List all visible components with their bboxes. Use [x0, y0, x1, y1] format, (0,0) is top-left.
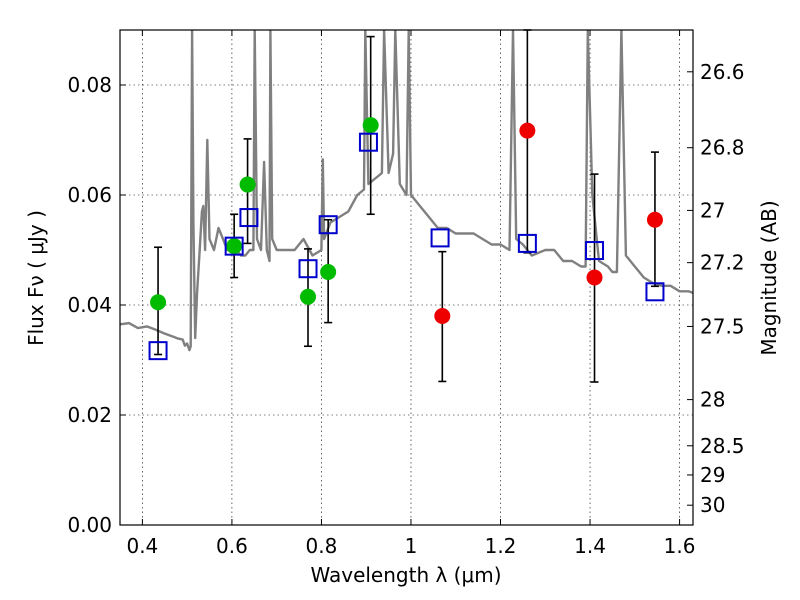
y2-tick-label: 30 [700, 493, 725, 517]
x-tick-label: 0.6 [216, 534, 248, 558]
data-point [434, 308, 451, 324]
y-tick-label: 0.08 [67, 73, 112, 97]
model-point [517, 233, 537, 253]
spectrum-line [120, 30, 693, 352]
x-tick-label: 1.4 [574, 534, 606, 558]
x-tick-label: 1.2 [485, 534, 517, 558]
axis-layer: 0.4 0.6 0.8 1 1.2 1.4 1.6 0.00 0.02 0.04 0.06 0.08 2… [67, 30, 745, 558]
data-point [586, 269, 603, 286]
model-point [430, 228, 450, 248]
y-tick-label: 0.06 [67, 183, 112, 207]
data-point [362, 117, 379, 134]
model-point [239, 208, 259, 228]
marker-layer [148, 117, 665, 361]
data-point [300, 288, 317, 305]
y-tick-label: 0.00 [67, 513, 112, 537]
y2-axis-title: Magnitude (AB) [757, 200, 781, 355]
x-axis-title: Wavelength λ (μm) [310, 563, 501, 587]
y2-tick-label: 26.6 [700, 60, 745, 84]
data-point [519, 122, 536, 139]
y2-tick-label: 26.8 [700, 136, 745, 160]
model-point [298, 259, 318, 279]
y2-tick-label: 29 [700, 463, 725, 487]
series-layer [120, 30, 693, 352]
y2-tick-label: 28 [700, 388, 725, 412]
x-tick-label: 0.8 [306, 534, 338, 558]
y2-tick-label: 27.5 [700, 314, 745, 338]
data-point [150, 294, 167, 311]
model-point [318, 215, 338, 235]
model-point [585, 241, 605, 261]
data-point [646, 211, 663, 228]
x-tick-label: 1 [405, 534, 418, 558]
model-point [645, 282, 665, 302]
x-tick-label: 1.6 [664, 534, 696, 558]
model-point [358, 132, 378, 152]
y2-tick-label: 27 [700, 198, 725, 222]
y-axis-title: Flux Fν ( μJy ) [24, 210, 48, 346]
y2-tick-label: 28.5 [700, 434, 745, 458]
y2-tick-label: 27.2 [700, 251, 745, 275]
data-point [226, 238, 243, 255]
model-point [224, 236, 244, 256]
x-tick-label: 0.4 [126, 534, 158, 558]
model-point [148, 341, 168, 361]
data-point [320, 264, 337, 280]
y-tick-label: 0.02 [67, 403, 112, 427]
data-point [239, 176, 256, 193]
y-tick-label: 0.04 [67, 293, 112, 317]
plot-frame [119, 29, 694, 526]
